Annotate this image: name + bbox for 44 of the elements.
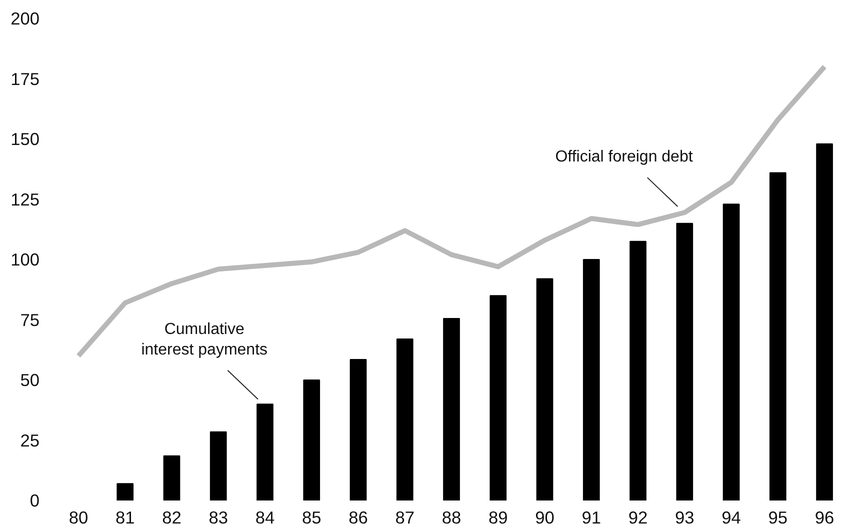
bar xyxy=(303,380,320,500)
x-tick-label: 88 xyxy=(442,508,462,528)
bar xyxy=(396,338,414,500)
y-tick-label: 50 xyxy=(20,370,40,390)
bar xyxy=(116,483,134,500)
y-tick-label: 150 xyxy=(10,129,40,149)
x-tick-label: 80 xyxy=(68,508,88,528)
bar xyxy=(630,240,646,500)
x-tick-label: 87 xyxy=(395,508,415,528)
bar xyxy=(443,318,460,500)
bar xyxy=(536,278,554,500)
x-tick-label: 96 xyxy=(814,508,834,528)
bar xyxy=(676,222,694,500)
bar xyxy=(490,295,507,500)
annotation: Cumulative interest payments xyxy=(141,320,268,358)
x-tick-label: 91 xyxy=(582,508,602,528)
y-tick-label: 0 xyxy=(30,490,40,510)
x-tick-label: 90 xyxy=(535,508,554,528)
y-tick-label: 200 xyxy=(10,8,40,28)
y-tick-label: 25 xyxy=(20,430,40,450)
x-tick-label: 94 xyxy=(722,508,742,528)
x-tick-label: 86 xyxy=(348,508,368,528)
bar xyxy=(722,204,740,500)
bar xyxy=(163,455,180,500)
x-tick-label: 95 xyxy=(768,508,788,528)
annotation: Official foreign debt xyxy=(555,148,694,166)
x-tick-label: 81 xyxy=(115,508,135,528)
x-tick-label: 83 xyxy=(208,508,228,528)
x-tick-label: 93 xyxy=(675,508,694,528)
x-tick-label: 89 xyxy=(488,508,508,528)
bar xyxy=(256,404,274,500)
x-tick-label: 84 xyxy=(255,508,275,528)
x-tick-label: 82 xyxy=(162,508,182,528)
y-tick-label: 175 xyxy=(10,68,40,89)
bar xyxy=(350,359,367,500)
bar xyxy=(582,259,600,500)
y-tick-label: 75 xyxy=(20,310,40,330)
y-tick-label: 125 xyxy=(10,189,40,210)
x-tick-label: 92 xyxy=(628,508,648,528)
y-tick-label: 100 xyxy=(10,250,40,270)
x-tick-label: 85 xyxy=(302,508,322,528)
bar xyxy=(816,143,833,500)
bar xyxy=(769,172,786,500)
bar xyxy=(210,431,227,500)
